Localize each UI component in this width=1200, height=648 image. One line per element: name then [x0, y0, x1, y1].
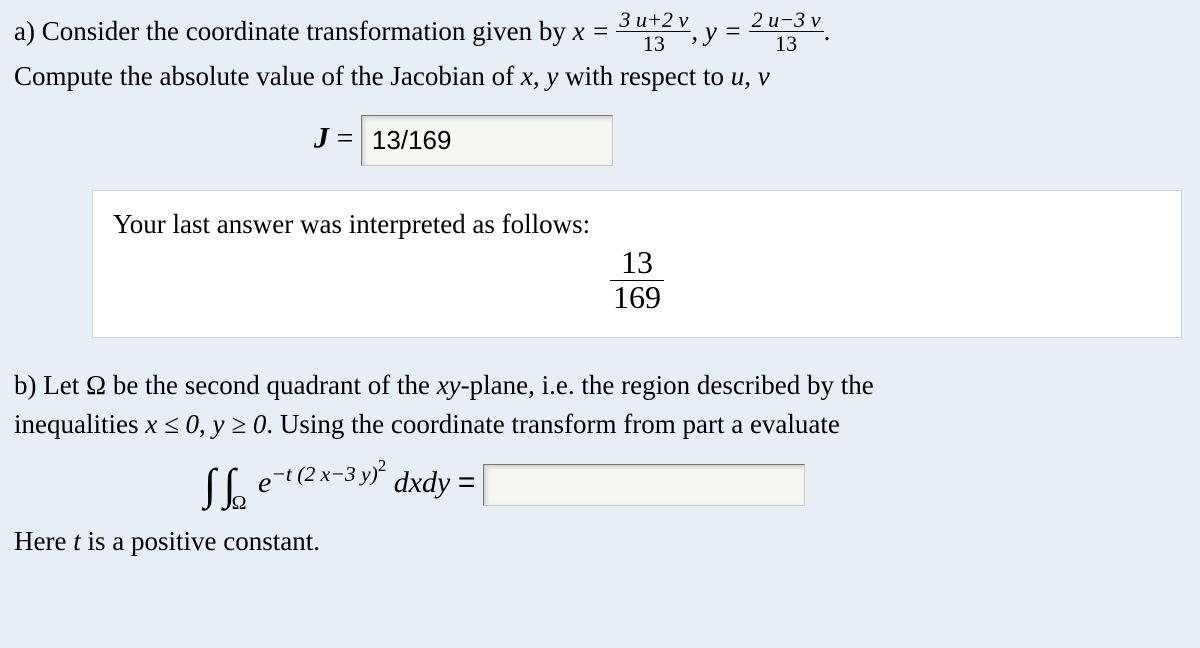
part-a-line2: Compute the absolute value of the Jacobi… — [14, 57, 1186, 96]
x-lhs: x = — [573, 16, 610, 46]
interpretation-label: Your last answer was interpreted as foll… — [113, 205, 1161, 244]
part-b-line2b: . Using the coordinate transform from pa… — [266, 409, 840, 439]
ineq-x: x ≤ 0 — [145, 409, 199, 439]
J-symbol: J — [314, 121, 329, 154]
exp-square: 2 — [378, 456, 386, 475]
integral-sign-1: ∫ — [204, 465, 216, 505]
integral-input[interactable] — [483, 464, 805, 506]
x-frac-den: 13 — [616, 31, 691, 55]
jacobian-row: J = 13/169 — [14, 115, 1186, 167]
dxdy: dxdy — [394, 466, 451, 499]
footer-note: Here t is a positive constant. — [14, 522, 1186, 561]
part-a-label: a) — [14, 16, 35, 46]
exp-power: −t (2 x−3 y) — [271, 462, 377, 486]
jacobian-input[interactable]: 13/169 — [361, 115, 613, 167]
footer-b: is a positive constant. — [87, 526, 319, 556]
part-a-line2-mid: with respect to — [565, 61, 724, 91]
interpretation-fraction: 13 169 — [610, 246, 664, 314]
x-frac-num: 3 u+2 v — [619, 7, 688, 32]
interp-num: 13 — [610, 246, 664, 280]
part-a-prompt: Consider the coordinate transformation g… — [42, 16, 566, 46]
integral-domain: Ω — [232, 492, 247, 514]
part-b-text1: Let — [43, 370, 79, 400]
interpretation-value: 13 169 — [113, 248, 1161, 316]
footer-t: t — [73, 526, 81, 556]
part-a-line2-text: Compute the absolute value of the Jacobi… — [14, 61, 514, 91]
ineq-y: y ≥ 0 — [213, 409, 267, 439]
problem-page: a) Consider the coordinate transformatio… — [0, 0, 1200, 571]
y-lhs: y = — [705, 16, 742, 46]
integral-row: ∫ ∫Ω e−t (2 x−3 y)2 dxdy = — [14, 456, 1186, 508]
interp-den: 169 — [610, 280, 664, 315]
exp-base: e — [258, 466, 271, 499]
part-a-line1: a) Consider the coordinate transformatio… — [14, 10, 1186, 57]
xy-comma: , — [691, 16, 698, 46]
footer-a: Here — [14, 526, 66, 556]
uv-vars: u, v — [731, 61, 770, 91]
omega-symbol-1: Ω — [86, 370, 106, 400]
interpretation-box: Your last answer was interpreted as foll… — [92, 190, 1182, 337]
xy-vars: x, y — [521, 61, 558, 91]
y-frac-num: 2 u−3 v — [752, 7, 821, 32]
xy-plane: xy — [437, 370, 461, 400]
part-b-line2a: inequalities — [14, 409, 138, 439]
part-b-line2: inequalities x ≤ 0, y ≥ 0. Using the coo… — [14, 405, 1186, 444]
equals-sign-1: = — [337, 121, 354, 154]
x-fraction: 3 u+2 v 13 — [616, 8, 691, 55]
part-b-label: b) — [14, 370, 37, 400]
y-fraction: 2 u−3 v 13 — [749, 8, 824, 55]
end-period: . — [824, 16, 831, 46]
y-frac-den: 13 — [749, 31, 824, 55]
part-b-text3: -plane, i.e. the region described by the — [461, 370, 874, 400]
comma-b: , — [199, 409, 206, 439]
part-b-line1: b) Let Ω be the second quadrant of the x… — [14, 366, 1186, 405]
part-b-text2: be the second quadrant of the — [113, 370, 430, 400]
integrand-exponent: −t (2 x−3 y)2 — [271, 462, 386, 486]
equals-sign-2: = — [458, 466, 476, 499]
